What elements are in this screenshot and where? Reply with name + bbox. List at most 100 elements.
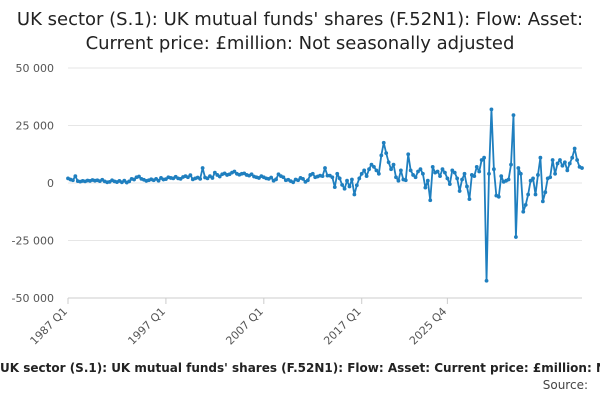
data-point[interactable] (374, 168, 379, 173)
data-point[interactable] (381, 140, 386, 145)
data-point[interactable] (553, 171, 557, 176)
data-point[interactable] (359, 171, 364, 176)
data-point[interactable] (188, 173, 193, 178)
data-point[interactable] (565, 168, 570, 173)
data-point[interactable] (518, 171, 523, 176)
data-point[interactable] (484, 278, 489, 283)
data-point[interactable] (526, 192, 531, 197)
data-point[interactable] (543, 190, 548, 195)
data-point[interactable] (443, 170, 447, 175)
data-point[interactable] (394, 175, 398, 180)
data-point[interactable] (440, 167, 445, 172)
data-point[interactable] (455, 176, 460, 181)
data-point[interactable] (487, 171, 491, 176)
data-point[interactable] (423, 185, 428, 190)
data-point[interactable] (396, 178, 401, 183)
data-point[interactable] (73, 174, 78, 179)
data-point[interactable] (509, 162, 513, 167)
data-point[interactable] (570, 155, 575, 160)
data-point[interactable] (337, 176, 342, 181)
data-point[interactable] (340, 182, 345, 187)
data-point[interactable] (418, 167, 423, 172)
data-point[interactable] (71, 178, 75, 183)
data-point[interactable] (428, 198, 433, 203)
data-point[interactable] (560, 163, 565, 168)
data-point[interactable] (445, 176, 450, 181)
data-point[interactable] (447, 182, 452, 187)
data-point[interactable] (489, 107, 494, 112)
data-point[interactable] (460, 177, 464, 182)
data-point[interactable] (580, 166, 584, 170)
data-point[interactable] (347, 184, 352, 189)
data-point[interactable] (398, 168, 403, 173)
data-point[interactable] (421, 171, 425, 176)
data-point[interactable] (558, 158, 562, 162)
data-point[interactable] (548, 175, 553, 180)
data-point[interactable] (416, 169, 420, 174)
data-point[interactable] (562, 160, 567, 165)
data-point[interactable] (533, 192, 538, 197)
data-point[interactable] (345, 178, 349, 183)
data-point[interactable] (335, 171, 340, 176)
data-point[interactable] (357, 176, 362, 181)
data-point[interactable] (467, 197, 472, 202)
data-point[interactable] (438, 174, 442, 179)
data-point[interactable] (406, 152, 411, 157)
data-point[interactable] (342, 186, 347, 191)
data-point[interactable] (511, 113, 516, 118)
data-point[interactable] (249, 172, 254, 177)
data-point[interactable] (575, 158, 579, 162)
data-point[interactable] (350, 177, 354, 182)
data-point[interactable] (127, 179, 132, 184)
data-point[interactable] (482, 155, 486, 160)
data-point[interactable] (425, 178, 430, 183)
data-point[interactable] (269, 175, 274, 180)
data-point[interactable] (567, 161, 572, 166)
data-point[interactable] (474, 165, 479, 169)
data-point[interactable] (310, 171, 315, 176)
data-point[interactable] (198, 176, 203, 181)
data-point[interactable] (296, 178, 300, 183)
data-point[interactable] (205, 176, 210, 181)
data-point[interactable] (323, 166, 327, 170)
data-point[interactable] (457, 189, 462, 193)
data-point[interactable] (540, 199, 545, 204)
data-point[interactable] (452, 170, 457, 175)
data-point[interactable] (364, 174, 369, 179)
data-point[interactable] (156, 178, 161, 183)
data-point[interactable] (330, 175, 335, 180)
data-point[interactable] (550, 158, 555, 162)
data-point[interactable] (572, 146, 577, 151)
data-point[interactable] (528, 178, 533, 183)
data-point[interactable] (281, 175, 286, 180)
data-point[interactable] (472, 174, 477, 179)
data-point[interactable] (274, 177, 278, 182)
data-point[interactable] (332, 185, 337, 190)
data-point[interactable] (536, 173, 540, 177)
data-point[interactable] (386, 160, 391, 165)
data-point[interactable] (516, 166, 521, 170)
data-point[interactable] (408, 168, 413, 173)
data-point[interactable] (430, 165, 435, 169)
data-point[interactable] (137, 174, 141, 179)
data-point[interactable] (132, 177, 136, 182)
data-point[interactable] (538, 155, 543, 160)
data-point[interactable] (210, 176, 215, 180)
data-point[interactable] (413, 175, 418, 180)
data-point[interactable] (499, 174, 504, 179)
data-point[interactable] (291, 180, 296, 185)
data-point[interactable] (376, 171, 381, 176)
data-point[interactable] (411, 173, 416, 177)
data-point[interactable] (384, 151, 389, 156)
data-point[interactable] (477, 169, 482, 174)
data-point[interactable] (506, 177, 511, 182)
data-point[interactable] (479, 158, 484, 162)
data-point[interactable] (200, 166, 205, 170)
data-point[interactable] (465, 184, 469, 189)
data-point[interactable] (354, 183, 359, 188)
data-point[interactable] (232, 169, 237, 174)
data-point[interactable] (389, 167, 393, 172)
data-point[interactable] (369, 162, 374, 167)
data-point[interactable] (403, 178, 408, 183)
data-point[interactable] (491, 167, 496, 172)
